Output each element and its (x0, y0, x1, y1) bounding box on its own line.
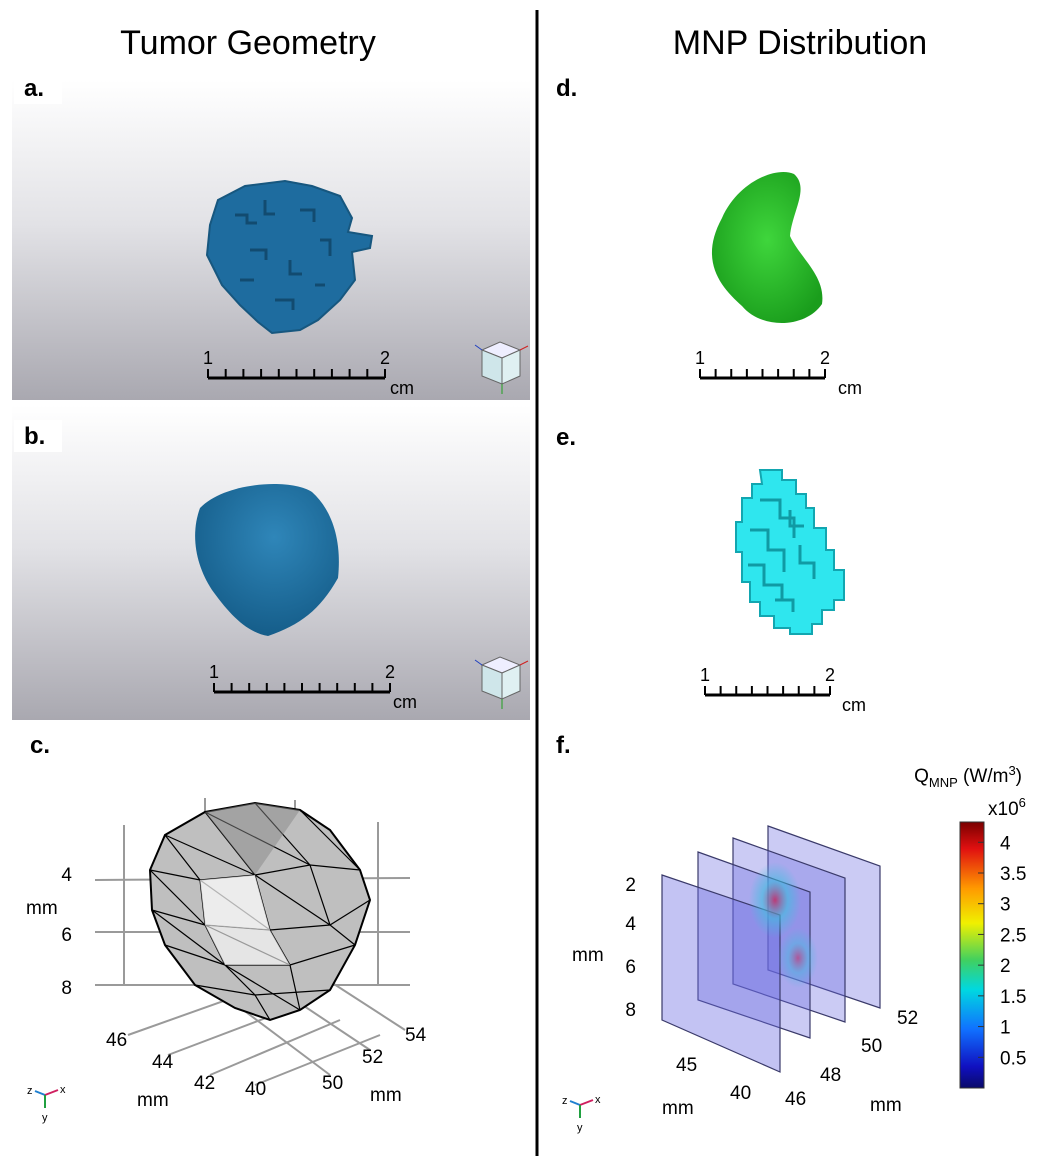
y-tick-label: 52 (897, 1008, 918, 1029)
triad-label: z (562, 1095, 568, 1107)
z-tick-label: 6 (625, 957, 636, 978)
colorbar-tick-label: 4 (1000, 833, 1011, 854)
scale-end-label: 2 (825, 665, 835, 685)
column-title: MNP Distribution (673, 24, 927, 62)
scale-end-label: 2 (385, 662, 395, 682)
scale-end-label: 2 (820, 348, 830, 368)
y-axis-label: mm (870, 1095, 902, 1116)
colorbar-subscript: MNP (929, 775, 958, 790)
colorbar-tick-label: 0.5 (1000, 1048, 1026, 1069)
figure: Tumor Geometry MNP Distribution a. b. c.… (0, 0, 1046, 1156)
y-tick-label: 46 (785, 1089, 806, 1110)
z-tick-label: 4 (61, 865, 72, 886)
panel-label: d. (556, 75, 577, 102)
triad-label: y (577, 1122, 583, 1134)
x-tick-label: 45 (676, 1055, 697, 1076)
colorbar-superscript: 3 (1008, 763, 1015, 778)
y-tick-label: 50 (861, 1036, 882, 1057)
scale-unit: cm (393, 692, 417, 712)
colorbar-title: QMNP (W/m3) (914, 763, 1022, 790)
panel-label: b. (24, 423, 45, 450)
y-tick-label: 50 (322, 1073, 343, 1094)
panel-label: f. (556, 732, 571, 759)
x-axis-label: mm (662, 1098, 694, 1119)
heat-spot (778, 928, 818, 988)
x-tick-label: 46 (106, 1030, 127, 1051)
panel-label: e. (556, 424, 576, 451)
heat-spot (749, 862, 801, 938)
colorbar-tick-label: 1 (1000, 1018, 1011, 1039)
y-tick-label: 52 (362, 1047, 383, 1068)
axis-triad (35, 1090, 58, 1108)
colorbar-tick-label: 2 (1000, 956, 1011, 977)
scale-unit: cm (390, 378, 414, 398)
colorbar-tick-label: 3 (1000, 895, 1011, 916)
colorbar-unit-close: ) (1016, 766, 1022, 787)
colorbar-unit: (W/m (958, 766, 1009, 787)
scale-unit: cm (838, 378, 862, 398)
scale-start-label: 1 (700, 665, 710, 685)
colorbar-tick-label: 3.5 (1000, 864, 1026, 885)
z-axis-label: mm (572, 945, 604, 966)
x-tick-label: 40 (245, 1079, 266, 1100)
x-tick-label: 44 (152, 1052, 174, 1073)
axis-triad (570, 1100, 593, 1118)
triad-label: y (42, 1112, 48, 1124)
y-axis-label: mm (370, 1085, 402, 1106)
panel-label: a. (24, 75, 44, 102)
x-axis-label: mm (137, 1090, 169, 1111)
multiplier-base: x10 (988, 799, 1019, 820)
panel-label: c. (30, 732, 50, 759)
colorbar-tick-label: 1.5 (1000, 987, 1026, 1008)
colorbar-tick-label: 2.5 (1000, 925, 1026, 946)
y-tick-label: 48 (820, 1065, 841, 1086)
scale-start-label: 1 (209, 662, 219, 682)
scale-unit: cm (842, 695, 866, 715)
scale-start-label: 1 (695, 348, 705, 368)
z-tick-label: 8 (625, 1000, 636, 1021)
y-tick-label: 54 (405, 1025, 427, 1046)
mnp-voxel-render (736, 470, 844, 634)
triad-label: x (60, 1084, 66, 1096)
multiplier-exponent: 6 (1019, 795, 1026, 810)
mnp-distribution-render (712, 172, 822, 323)
triad-label: z (27, 1085, 33, 1097)
triad-label: x (595, 1094, 601, 1106)
z-tick-label: 8 (61, 978, 72, 999)
scale-start-label: 1 (203, 348, 213, 368)
colorbar-multiplier: x106 (988, 795, 1026, 820)
z-tick-label: 2 (625, 875, 636, 896)
column-title: Tumor Geometry (120, 24, 376, 62)
z-tick-label: 4 (625, 914, 636, 935)
colorbar (960, 822, 984, 1088)
z-axis-label: mm (26, 898, 58, 919)
scale-end-label: 2 (380, 348, 390, 368)
z-tick-label: 6 (61, 925, 72, 946)
x-tick-label: 40 (730, 1083, 751, 1104)
x-tick-label: 42 (194, 1073, 215, 1094)
colorbar-symbol: Q (914, 766, 929, 787)
